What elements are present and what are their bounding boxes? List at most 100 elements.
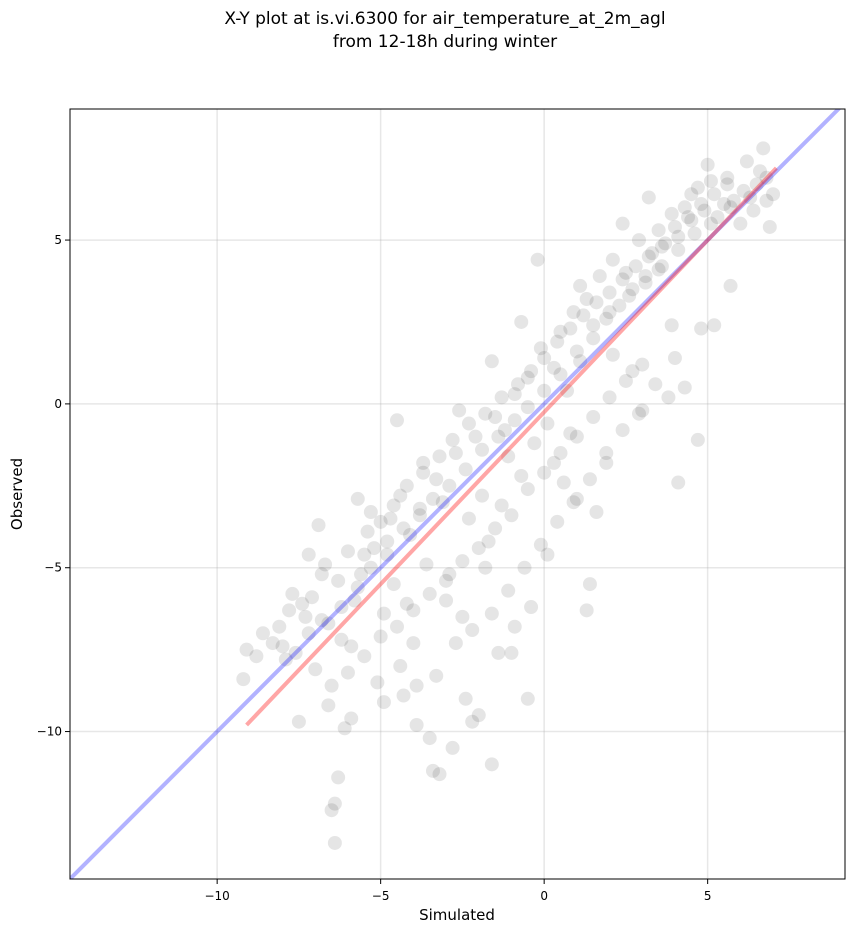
scatter-point — [537, 351, 552, 366]
scatter-point — [393, 659, 408, 674]
scatter-point — [439, 573, 454, 588]
scatter-point — [681, 210, 696, 225]
scatter-point — [350, 580, 365, 595]
scatter-point — [648, 377, 663, 392]
scatter-point — [537, 383, 552, 398]
scatter-point — [599, 311, 614, 326]
scatter-point — [520, 400, 535, 415]
scatter-point — [390, 413, 405, 428]
scatter-point — [733, 216, 748, 231]
scatter-point — [416, 455, 431, 470]
scatter-point — [275, 639, 290, 654]
scatter-point — [752, 164, 767, 179]
scatter-point — [314, 567, 329, 582]
scatter-point — [376, 695, 391, 710]
x-axis-label: Simulated — [419, 906, 495, 924]
scatter-point — [618, 373, 633, 388]
scatter-point — [504, 508, 519, 523]
scatter-point — [383, 511, 398, 526]
scatter-point — [677, 200, 692, 215]
scatter-point — [445, 432, 460, 447]
scatter-point — [409, 718, 424, 732]
scatter-point — [635, 357, 650, 372]
scatter-point — [491, 645, 506, 660]
scatter-point — [360, 524, 375, 539]
scatter-point — [540, 416, 555, 431]
scatter-point — [524, 364, 539, 379]
scatter-point — [484, 354, 499, 369]
scatter-point — [720, 177, 735, 192]
scatter-point — [625, 282, 640, 297]
scatter-point — [419, 557, 434, 572]
scatter-point — [641, 249, 656, 264]
scatter-point — [327, 835, 342, 850]
scatter-point — [471, 708, 486, 723]
scatter-point — [337, 721, 352, 736]
scatter-point — [488, 521, 503, 536]
scatter-point — [638, 269, 653, 284]
scatter-point — [504, 645, 519, 660]
scatter-point — [615, 423, 630, 438]
scatter-point — [396, 521, 411, 536]
scatter-point — [514, 468, 529, 483]
scatter-point — [422, 586, 437, 601]
scatter-point — [569, 491, 584, 506]
scatter-point — [524, 600, 539, 615]
y-tick-label: 5 — [54, 233, 62, 247]
scatter-point — [468, 429, 483, 444]
scatter-point — [442, 567, 457, 582]
scatter-point — [399, 478, 414, 493]
scatter-point — [517, 560, 532, 575]
scatter-point — [334, 632, 349, 647]
scatter-point — [324, 678, 339, 693]
scatter-point — [579, 603, 594, 618]
scatter-point — [481, 534, 496, 549]
scatter-point — [566, 305, 581, 320]
scatter-point — [550, 514, 565, 529]
scatter-point — [599, 455, 614, 470]
plot-frame — [69, 108, 846, 880]
scatter-point — [586, 410, 601, 424]
scatter-point — [707, 187, 722, 202]
scatter-point — [373, 629, 388, 644]
scatter-point — [664, 318, 679, 333]
scatter-point — [651, 223, 666, 238]
y-tick-label: −10 — [37, 725, 62, 739]
scatter-point — [435, 495, 450, 510]
scatter-point — [746, 203, 761, 218]
scatter-point — [612, 298, 627, 313]
scatter-point — [376, 606, 391, 621]
scatter-point — [520, 482, 535, 497]
chart-title: X-Y plot at is.vi.6300 for air_temperatu… — [224, 9, 666, 29]
scatter-point — [327, 796, 342, 811]
scatter-point — [582, 577, 597, 592]
scatter-point — [690, 180, 705, 195]
scatter-point — [667, 219, 682, 234]
scatter-point — [723, 278, 738, 293]
scatter-point — [628, 259, 643, 274]
scatter-point — [301, 547, 316, 562]
scatter-point — [566, 495, 581, 510]
scatter-point — [344, 639, 359, 654]
scatter-point — [697, 203, 712, 218]
scatter-point — [589, 295, 604, 310]
scatter-point — [412, 508, 427, 523]
scatter-point — [432, 449, 447, 464]
scatter-point — [236, 672, 251, 687]
scatter-point — [510, 377, 525, 392]
scatter-point — [471, 541, 486, 556]
scatter-point — [658, 236, 673, 251]
y-axis-ticks: −10 −5 0 5 — [37, 233, 70, 739]
scatter-point — [514, 314, 529, 329]
scatter-point — [579, 292, 594, 307]
scatter-point — [520, 691, 535, 706]
x-tick-label: 5 — [704, 889, 712, 903]
chart-subtitle: from 12-18h during winter — [332, 32, 558, 52]
scatter-point — [354, 567, 369, 582]
scatter-point — [684, 213, 699, 228]
scatter-point — [759, 170, 774, 185]
scatter-point — [586, 331, 601, 346]
scatter-point — [605, 347, 620, 362]
scatter-point — [425, 491, 440, 506]
scatter-point — [717, 197, 732, 212]
